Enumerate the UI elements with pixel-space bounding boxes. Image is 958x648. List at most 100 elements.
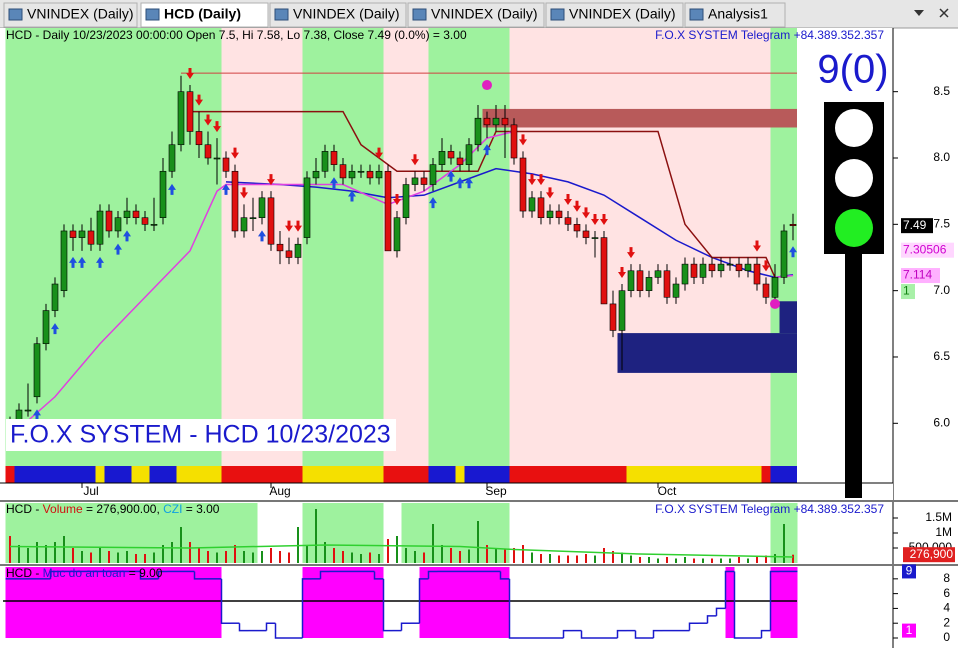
tab[interactable] xyxy=(3,2,138,28)
tab-label[interactable]: VNINDEX (Daily) xyxy=(431,6,538,22)
state-segment xyxy=(131,466,150,483)
safe-fill xyxy=(5,567,15,638)
candle-body xyxy=(393,217,401,252)
state-segment xyxy=(5,466,15,483)
safety-step xyxy=(301,578,312,638)
safety-step xyxy=(616,629,627,638)
safe-fill xyxy=(320,567,330,638)
candle-body xyxy=(402,184,410,218)
tab-icon[interactable] xyxy=(145,8,160,21)
candle-body xyxy=(717,263,725,272)
signal-dot xyxy=(482,80,492,91)
safe-fill xyxy=(77,567,87,638)
safety-step xyxy=(760,629,771,638)
buy-arrow xyxy=(483,144,491,156)
value-badge xyxy=(901,218,933,234)
value-badge-label: 1 xyxy=(903,284,910,298)
tab-icon[interactable] xyxy=(274,8,289,21)
candle-body xyxy=(258,197,266,218)
tab[interactable] xyxy=(269,2,407,28)
signal-zone xyxy=(5,28,222,466)
tab-icon[interactable] xyxy=(550,8,565,21)
candle-body xyxy=(474,117,482,146)
candle-body xyxy=(294,243,302,258)
y-tick-label: 4 xyxy=(943,601,950,615)
safety-step xyxy=(706,615,717,624)
tab-label[interactable]: VNINDEX (Daily) xyxy=(27,6,134,22)
safe-fill xyxy=(140,567,150,638)
safe-fill xyxy=(104,567,114,638)
y-tick-label: 2 xyxy=(943,615,950,629)
candle-body xyxy=(492,117,500,126)
close-icon[interactable] xyxy=(939,8,949,18)
tab-label[interactable]: VNINDEX (Daily) xyxy=(293,6,400,22)
candle-body xyxy=(627,270,635,291)
candle-body xyxy=(87,230,95,245)
safe-fill xyxy=(302,567,312,638)
signal-zone xyxy=(509,28,771,466)
x-tick-label: Oct xyxy=(658,484,677,498)
buy-arrow xyxy=(447,170,455,182)
y-tick-label: 8.0 xyxy=(933,150,950,164)
state-segment xyxy=(176,466,222,483)
safety-step xyxy=(652,629,663,638)
safe-fill xyxy=(50,567,60,638)
candle-body xyxy=(24,409,32,412)
safe-fill xyxy=(203,567,213,638)
candle-body xyxy=(582,230,590,238)
candle-body xyxy=(753,263,761,285)
tab-icon[interactable] xyxy=(412,8,427,21)
sell-arrow xyxy=(564,194,572,206)
candle-body xyxy=(699,263,707,278)
candle-body xyxy=(195,131,203,146)
state-segment xyxy=(509,466,627,483)
tab-label[interactable]: VNINDEX (Daily) xyxy=(569,6,676,22)
tab-menu-icon[interactable] xyxy=(914,10,924,16)
candle-body xyxy=(591,237,599,239)
candle-body xyxy=(51,283,59,311)
sell-arrow xyxy=(240,187,248,199)
sell-arrow xyxy=(582,207,590,219)
value-badge xyxy=(903,547,955,563)
candle-body xyxy=(105,210,113,232)
candle-body xyxy=(33,343,41,398)
safe-fill xyxy=(770,567,780,638)
candle-body xyxy=(267,197,275,245)
candle-body xyxy=(285,250,293,258)
tab-label[interactable]: Analysis1 xyxy=(708,6,768,22)
safety-step xyxy=(769,570,780,631)
candle-body xyxy=(222,157,230,172)
value-badge-label: 7.49 xyxy=(903,218,927,232)
y-tick-label: 8.5 xyxy=(933,84,950,98)
price-zone xyxy=(482,108,798,128)
safe-fill xyxy=(185,567,195,638)
safe-fill xyxy=(311,567,321,638)
candle-body xyxy=(690,263,698,278)
tab-label[interactable]: HCD (Daily) xyxy=(164,6,241,22)
state-segment xyxy=(761,466,771,483)
safe-fill xyxy=(149,567,159,638)
candle-body xyxy=(141,217,149,225)
candle-body xyxy=(231,170,239,232)
state-segment xyxy=(455,466,465,483)
safety-step xyxy=(193,571,204,580)
tab[interactable] xyxy=(140,2,269,28)
y-tick-label: 0 xyxy=(943,630,950,644)
sell-arrow xyxy=(600,213,608,225)
value-badge-label: 7.114 xyxy=(903,268,932,282)
sell-arrow xyxy=(627,247,635,259)
tab-icon[interactable] xyxy=(8,8,23,21)
tab[interactable] xyxy=(545,2,684,28)
sell-arrow xyxy=(204,114,212,126)
tab[interactable] xyxy=(407,2,545,28)
candle-body xyxy=(672,283,680,298)
tab-icon[interactable] xyxy=(689,8,704,21)
safe-fill xyxy=(158,567,168,638)
date-axis xyxy=(0,483,893,501)
buy-arrow xyxy=(96,256,104,268)
state-segment xyxy=(770,466,798,483)
candle-body xyxy=(726,263,734,266)
candle-body xyxy=(240,217,248,232)
sell-arrow xyxy=(267,174,275,186)
buy-arrow xyxy=(258,230,266,242)
